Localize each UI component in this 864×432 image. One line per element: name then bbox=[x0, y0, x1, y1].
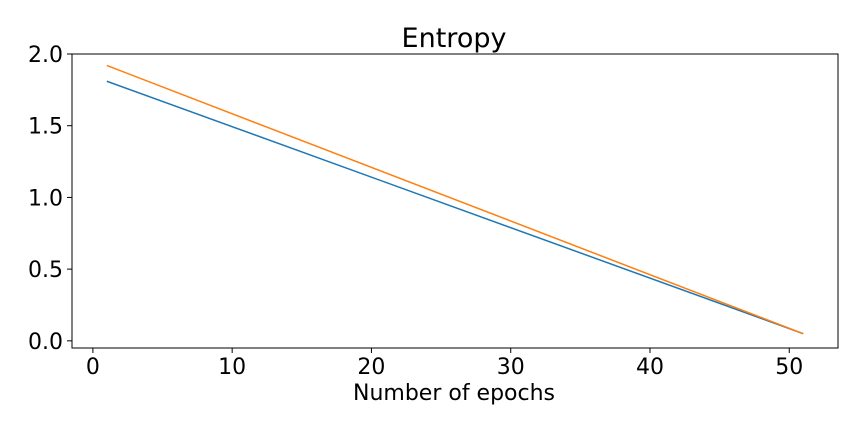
y-axis: 0.0 0.5 1.0 1.5 2.0 bbox=[28, 43, 72, 355]
x-tick-label: 10 bbox=[218, 355, 246, 380]
y-tick-label: 2.0 bbox=[28, 43, 63, 68]
x-tick-label: 30 bbox=[497, 355, 525, 380]
x-tick-label: 0 bbox=[86, 355, 100, 380]
x-tick-label: 50 bbox=[775, 355, 803, 380]
y-tick-label: 1.0 bbox=[28, 186, 63, 211]
plot-area bbox=[71, 53, 839, 349]
y-tick-label: 1.5 bbox=[28, 115, 63, 140]
series-line-2 bbox=[106, 64, 804, 335]
x-tick-label: 40 bbox=[636, 355, 664, 380]
x-axis: 0 10 20 30 40 50 bbox=[86, 348, 803, 380]
y-tick-label: 0.5 bbox=[28, 258, 63, 283]
y-tick-label: 0.0 bbox=[28, 330, 63, 355]
x-tick-label: 20 bbox=[357, 355, 385, 380]
x-axis-label: Number of epochs bbox=[353, 381, 555, 406]
series-layer bbox=[106, 64, 804, 335]
chart-title: Entropy bbox=[402, 23, 507, 54]
series-line-1 bbox=[106, 80, 804, 335]
